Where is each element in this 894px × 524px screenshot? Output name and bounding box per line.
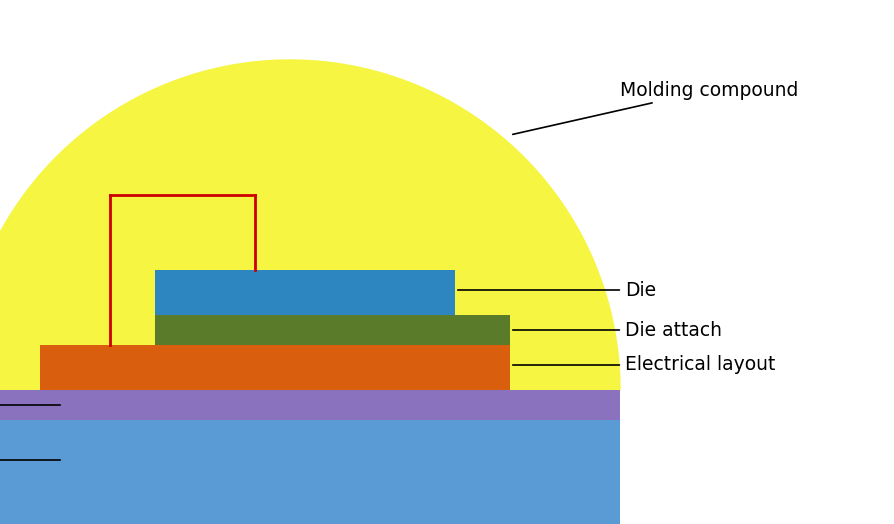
Bar (110, 345, 510, 390)
Bar (0, 420, 620, 524)
Bar (155, 270, 455, 315)
Text: Molding compound: Molding compound (513, 81, 798, 134)
Polygon shape (0, 60, 620, 390)
Bar (40, 345, 110, 390)
Text: Electrical layout: Electrical layout (513, 355, 775, 375)
Bar (155, 315, 510, 345)
Text: Die: Die (458, 280, 656, 300)
Text: Die attach: Die attach (513, 321, 722, 340)
Bar (0, 390, 620, 420)
